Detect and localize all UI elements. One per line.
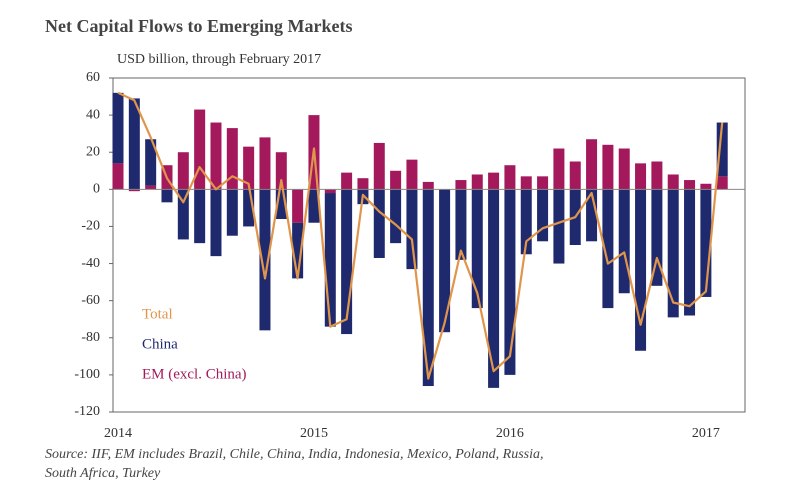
bar	[488, 172, 500, 190]
bar	[504, 189, 516, 375]
bar	[259, 189, 271, 331]
bar	[520, 176, 532, 190]
bar	[553, 148, 565, 190]
bar	[635, 189, 647, 351]
bar	[292, 222, 304, 279]
bar	[373, 189, 385, 258]
chart-subtitle: USD billion, through February 2017	[117, 52, 321, 67]
bar	[586, 139, 598, 190]
bar	[602, 144, 614, 190]
bar	[455, 189, 467, 260]
bar	[177, 152, 189, 190]
legend-entry: China	[142, 336, 178, 352]
bar	[112, 92, 124, 164]
y-tick-label: -60	[81, 293, 100, 308]
bar	[177, 189, 189, 240]
bar	[406, 189, 418, 270]
legend-entry: EM (excl. China)	[142, 366, 247, 382]
y-tick-label: -20	[81, 219, 100, 234]
bar	[684, 189, 696, 316]
source-line: Source: IIF, EM includes Brazil, Chile, …	[45, 447, 543, 462]
y-tick-label: 40	[86, 107, 100, 122]
bar	[422, 181, 434, 190]
y-tick-label: -40	[81, 256, 100, 271]
bar	[651, 161, 663, 190]
y-tick-label: -100	[74, 367, 100, 382]
x-tick-label: 2017	[692, 426, 720, 441]
bar	[569, 161, 581, 190]
bar	[439, 189, 451, 333]
source-line: South Africa, Turkey	[45, 466, 161, 481]
bar	[194, 109, 206, 190]
bar	[161, 189, 173, 203]
bar	[455, 180, 467, 190]
bar	[243, 189, 255, 227]
bar	[226, 128, 238, 190]
bar	[324, 189, 336, 194]
bar	[684, 180, 696, 190]
bar	[243, 146, 255, 190]
bar	[667, 174, 679, 190]
bar	[275, 189, 287, 220]
bar	[145, 139, 157, 186]
bar	[308, 189, 320, 223]
y-tick-label: 60	[86, 70, 100, 85]
bar	[471, 174, 483, 190]
bar	[210, 189, 222, 257]
bar	[618, 148, 630, 190]
bar	[537, 176, 549, 190]
y-tick-label: 0	[93, 182, 100, 197]
bar	[194, 189, 206, 244]
bar	[324, 193, 336, 327]
bar	[602, 189, 614, 309]
bar	[504, 165, 516, 190]
bar	[259, 137, 271, 190]
bar	[406, 159, 418, 190]
bar	[210, 122, 222, 190]
bar	[651, 189, 663, 286]
x-tick-label: 2014	[104, 426, 132, 441]
y-tick-label: -80	[81, 330, 100, 345]
bar	[145, 185, 157, 190]
bar	[341, 172, 353, 190]
bar	[700, 183, 712, 190]
y-tick-label: -120	[74, 404, 100, 419]
bar	[390, 189, 402, 244]
chart-title: Net Capital Flows to Emerging Markets	[45, 16, 352, 36]
bar	[471, 189, 483, 309]
bar	[357, 178, 369, 190]
bar	[586, 189, 598, 242]
plot-frame	[112, 77, 746, 413]
line	[117, 91, 724, 380]
bar	[553, 189, 565, 264]
bar	[537, 189, 549, 242]
bar	[275, 152, 287, 190]
bar	[520, 189, 532, 255]
bar	[390, 170, 402, 190]
bar	[700, 189, 712, 297]
bar	[128, 189, 140, 192]
bar	[488, 189, 500, 388]
x-tick-label: 2015	[300, 426, 328, 441]
bar	[716, 122, 728, 177]
bar	[667, 189, 679, 318]
y-tick-label: 20	[86, 144, 100, 159]
bar	[618, 189, 630, 294]
bar	[226, 189, 238, 236]
bar	[292, 189, 304, 223]
x-tick-label: 2016	[496, 426, 524, 441]
legend-entry: Total	[142, 306, 173, 322]
bar	[128, 98, 140, 190]
bar	[373, 142, 385, 190]
bar	[635, 163, 647, 190]
bar	[341, 189, 353, 335]
bar	[422, 189, 434, 387]
bar	[112, 163, 124, 190]
bar	[716, 176, 728, 190]
